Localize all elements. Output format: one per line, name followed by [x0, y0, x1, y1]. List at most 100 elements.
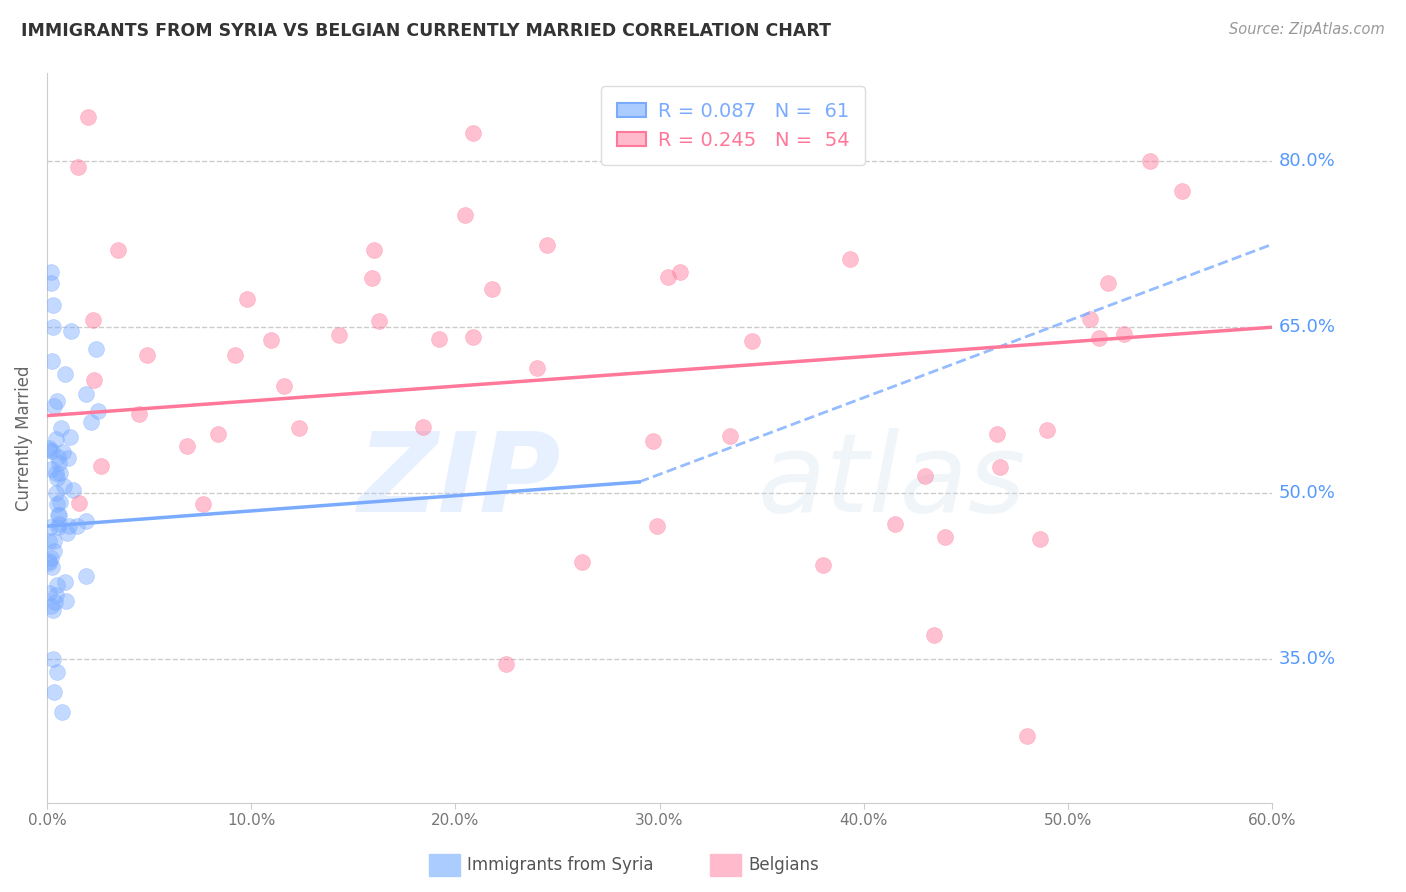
Point — [1029, 533, 1052, 547]
Point — [42, 320, 65, 334]
Point — [62, 483, 84, 497]
Point — [41, 354, 63, 368]
Point — [49, 421, 72, 435]
Point — [838, 252, 860, 266]
Point — [52, 445, 75, 459]
Point — [38, 534, 60, 549]
Point — [38, 556, 60, 570]
Text: 65.0%: 65.0% — [1278, 318, 1336, 336]
Point — [87, 404, 110, 418]
Point — [571, 555, 593, 569]
Point — [66, 160, 89, 174]
Point — [718, 429, 741, 443]
Point — [42, 684, 65, 698]
Point — [38, 554, 60, 568]
Point — [53, 479, 76, 493]
Point — [48, 494, 70, 508]
Point — [191, 497, 214, 511]
Point — [463, 329, 485, 343]
Point — [39, 551, 62, 566]
Point — [39, 462, 62, 476]
Point — [38, 586, 60, 600]
Point — [44, 399, 66, 413]
Point — [83, 373, 105, 387]
Text: IMMIGRANTS FROM SYRIA VS BELGIAN CURRENTLY MARRIED CORRELATION CHART: IMMIGRANTS FROM SYRIA VS BELGIAN CURRENT… — [21, 22, 831, 40]
Point — [58, 519, 80, 533]
Point — [107, 243, 129, 257]
Point — [363, 243, 385, 257]
Point — [461, 126, 484, 140]
Point — [46, 497, 69, 511]
Point — [42, 603, 65, 617]
Point — [65, 518, 87, 533]
Point — [56, 451, 79, 466]
Point — [44, 533, 66, 548]
Text: Immigrants from Syria: Immigrants from Syria — [467, 856, 654, 874]
Point — [48, 456, 70, 470]
Point — [922, 627, 945, 641]
Point — [67, 496, 90, 510]
Y-axis label: Currently Married: Currently Married — [15, 365, 32, 510]
Point — [39, 276, 62, 290]
Point — [48, 517, 70, 532]
Point — [176, 440, 198, 454]
Point — [46, 471, 69, 485]
Point — [75, 514, 97, 528]
Point — [45, 393, 67, 408]
Point — [59, 324, 82, 338]
Point — [536, 238, 558, 252]
Point — [45, 588, 67, 602]
Point — [481, 282, 503, 296]
Point — [79, 415, 101, 429]
Point — [454, 208, 477, 222]
Point — [45, 432, 67, 446]
Point — [669, 265, 692, 279]
Point — [288, 421, 311, 435]
Legend: R = 0.087   N =  61, R = 0.245   N =  54: R = 0.087 N = 61, R = 0.245 N = 54 — [602, 87, 865, 165]
Point — [49, 466, 72, 480]
Point — [207, 427, 229, 442]
Point — [75, 387, 97, 401]
Point — [42, 652, 65, 666]
Point — [42, 298, 65, 312]
Point — [45, 466, 67, 480]
Point — [1139, 154, 1161, 169]
Point — [58, 430, 80, 444]
Point — [39, 265, 62, 279]
Point — [224, 348, 246, 362]
Point — [84, 342, 107, 356]
Point — [128, 408, 150, 422]
Point — [39, 520, 62, 534]
Point — [657, 270, 679, 285]
Point — [41, 560, 63, 574]
Point — [51, 705, 73, 719]
Point — [1171, 184, 1194, 198]
Point — [236, 292, 259, 306]
Point — [38, 442, 60, 457]
Point — [986, 427, 1008, 442]
Point — [495, 657, 517, 672]
Point — [429, 333, 451, 347]
Point — [884, 516, 907, 531]
Point — [45, 485, 67, 500]
Text: 35.0%: 35.0% — [1278, 650, 1336, 668]
Point — [1078, 312, 1101, 326]
Point — [55, 575, 77, 590]
Point — [46, 450, 69, 465]
Text: 80.0%: 80.0% — [1278, 153, 1336, 170]
Text: 50.0%: 50.0% — [1278, 484, 1336, 502]
Point — [1017, 729, 1039, 743]
Point — [811, 558, 834, 573]
Point — [48, 508, 70, 523]
Point — [1088, 331, 1111, 345]
Point — [82, 313, 104, 327]
Point — [44, 595, 66, 609]
Point — [260, 334, 283, 348]
Point — [645, 519, 668, 533]
Point — [56, 525, 79, 540]
Point — [44, 544, 66, 558]
Point — [75, 568, 97, 582]
Text: ZIP: ZIP — [359, 428, 561, 535]
Point — [914, 469, 936, 483]
Point — [273, 379, 295, 393]
